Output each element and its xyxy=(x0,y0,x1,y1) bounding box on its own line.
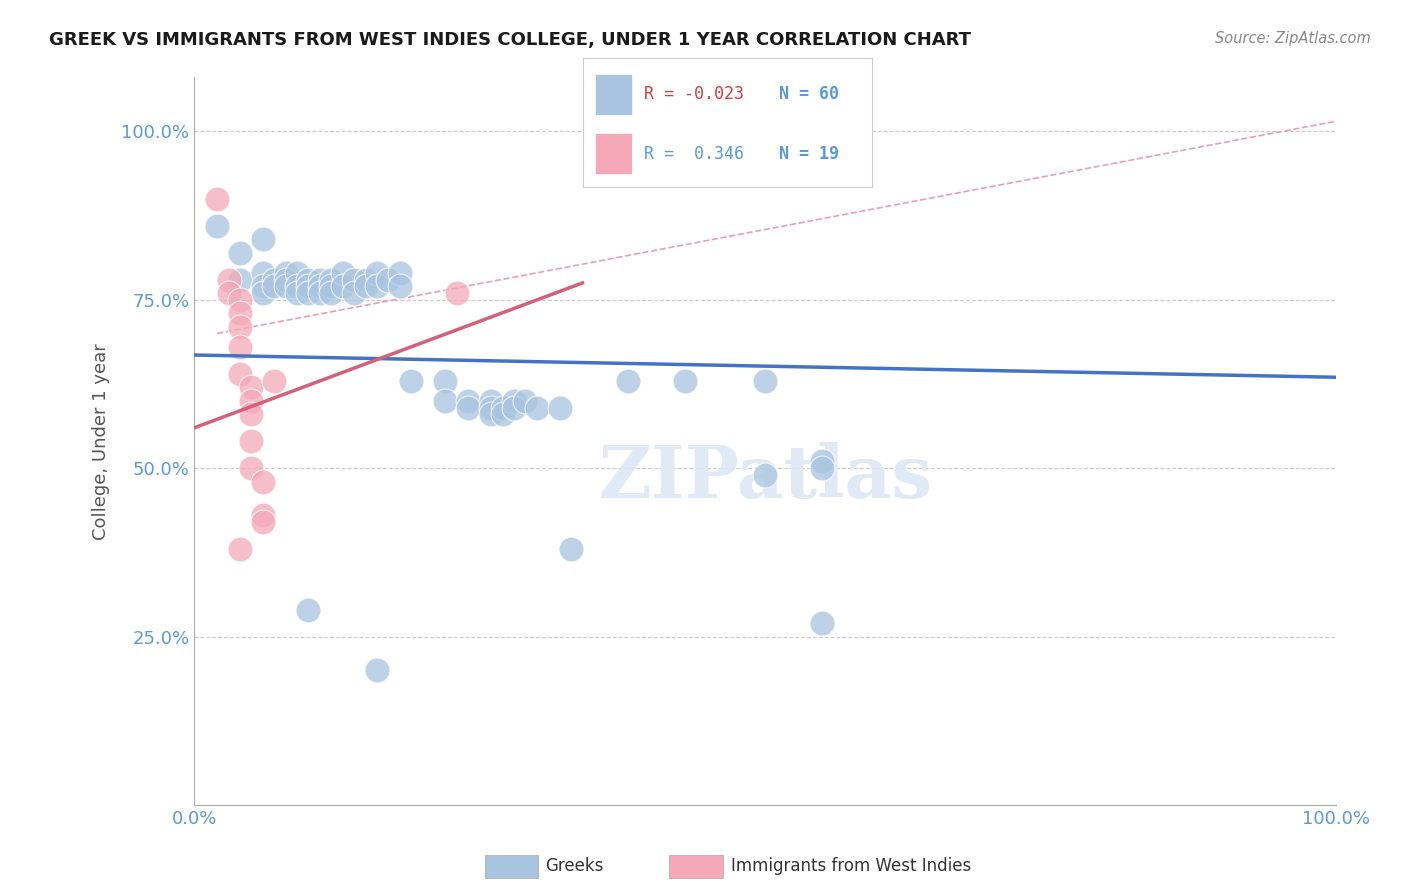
Point xyxy=(754,467,776,482)
Point xyxy=(252,232,274,246)
Point xyxy=(377,272,399,286)
Point xyxy=(457,401,479,415)
Point xyxy=(309,279,332,293)
Point xyxy=(229,293,252,307)
Point xyxy=(754,374,776,388)
Point xyxy=(457,393,479,408)
Point xyxy=(515,393,537,408)
Point xyxy=(617,374,640,388)
Point xyxy=(240,380,263,394)
Point xyxy=(321,272,343,286)
Point xyxy=(274,266,297,280)
Point xyxy=(366,279,388,293)
Point xyxy=(240,461,263,475)
Point xyxy=(229,340,252,354)
Point xyxy=(205,192,228,206)
Text: Greeks: Greeks xyxy=(546,857,605,875)
Point xyxy=(252,508,274,523)
Point xyxy=(297,603,319,617)
Point xyxy=(321,279,343,293)
Point xyxy=(263,279,285,293)
Text: R =  0.346: R = 0.346 xyxy=(644,145,744,162)
Point xyxy=(297,286,319,301)
Point xyxy=(309,272,332,286)
FancyBboxPatch shape xyxy=(595,133,633,175)
Point xyxy=(548,401,571,415)
Text: R = -0.023: R = -0.023 xyxy=(644,86,744,103)
Point xyxy=(263,374,285,388)
Point xyxy=(297,279,319,293)
Point xyxy=(285,286,308,301)
Point xyxy=(673,374,696,388)
Point xyxy=(229,245,252,260)
Point xyxy=(388,266,411,280)
Point xyxy=(526,401,548,415)
Text: N = 19: N = 19 xyxy=(779,145,839,162)
Point xyxy=(285,266,308,280)
Point xyxy=(811,461,834,475)
Point xyxy=(252,266,274,280)
Point xyxy=(491,401,513,415)
Point xyxy=(479,401,502,415)
Text: GREEK VS IMMIGRANTS FROM WEST INDIES COLLEGE, UNDER 1 YEAR CORRELATION CHART: GREEK VS IMMIGRANTS FROM WEST INDIES COL… xyxy=(49,31,972,49)
Point xyxy=(218,286,240,301)
Point xyxy=(229,542,252,557)
Point xyxy=(263,272,285,286)
Point xyxy=(503,393,526,408)
Point xyxy=(252,279,274,293)
Point xyxy=(354,272,377,286)
Text: ZIPatlas: ZIPatlas xyxy=(598,442,932,513)
Point xyxy=(229,367,252,381)
Point xyxy=(252,475,274,489)
Text: Source: ZipAtlas.com: Source: ZipAtlas.com xyxy=(1215,31,1371,46)
Point xyxy=(446,286,468,301)
Point xyxy=(332,266,354,280)
Text: Immigrants from West Indies: Immigrants from West Indies xyxy=(731,857,972,875)
Text: N = 60: N = 60 xyxy=(779,86,839,103)
Point xyxy=(218,272,240,286)
Point xyxy=(229,272,252,286)
Point xyxy=(811,454,834,468)
Point xyxy=(240,393,263,408)
Point xyxy=(560,542,582,557)
Point xyxy=(399,374,422,388)
Point xyxy=(388,279,411,293)
Point xyxy=(297,272,319,286)
Point xyxy=(434,393,457,408)
Point xyxy=(366,266,388,280)
Point xyxy=(491,407,513,421)
Point xyxy=(252,286,274,301)
Y-axis label: College, Under 1 year: College, Under 1 year xyxy=(93,343,110,540)
Point xyxy=(229,306,252,320)
Point xyxy=(240,407,263,421)
Point xyxy=(309,286,332,301)
Point xyxy=(811,616,834,631)
Point xyxy=(354,279,377,293)
Point xyxy=(332,279,354,293)
Point xyxy=(434,374,457,388)
Point xyxy=(240,434,263,449)
FancyBboxPatch shape xyxy=(595,73,633,115)
Point xyxy=(479,407,502,421)
Point xyxy=(205,219,228,233)
Point xyxy=(274,279,297,293)
Point xyxy=(343,286,366,301)
Point xyxy=(285,279,308,293)
Point xyxy=(343,272,366,286)
Point xyxy=(503,401,526,415)
Point xyxy=(274,272,297,286)
Point xyxy=(252,515,274,529)
Point xyxy=(229,319,252,334)
Point xyxy=(366,663,388,677)
Point xyxy=(479,393,502,408)
Point xyxy=(321,286,343,301)
